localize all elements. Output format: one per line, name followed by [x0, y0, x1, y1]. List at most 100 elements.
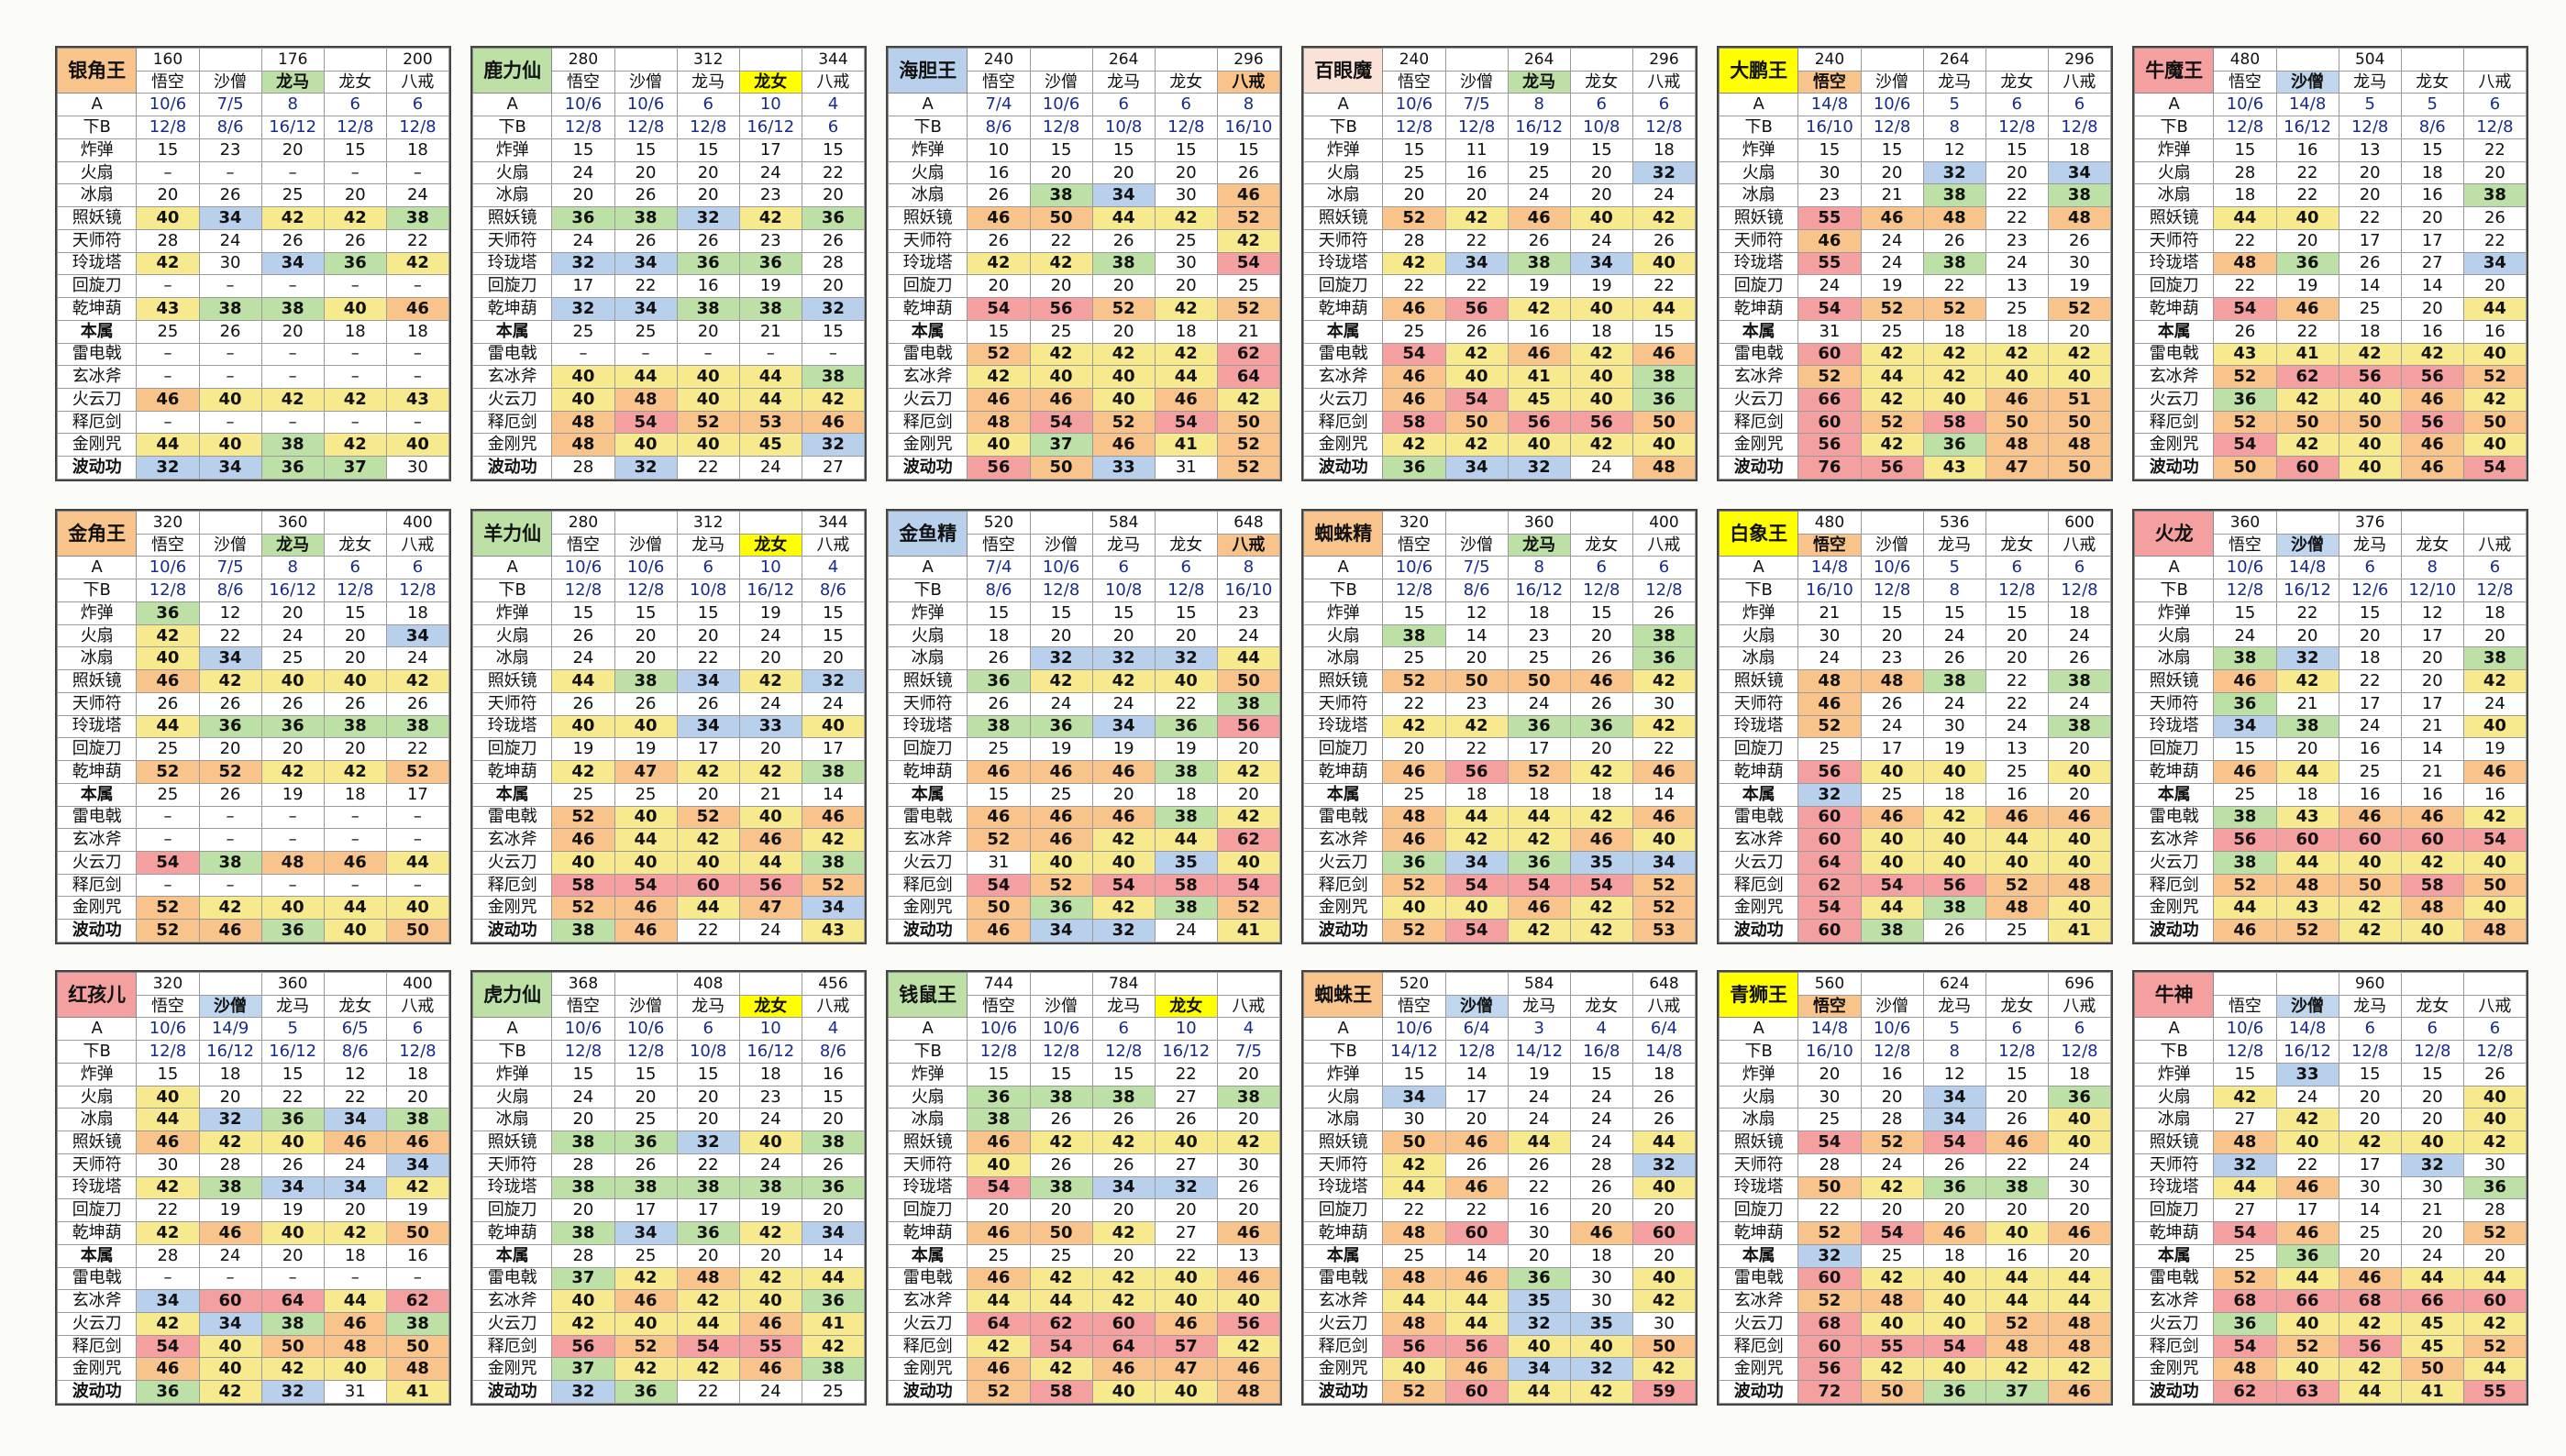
- row-label: 炸弹: [887, 138, 968, 162]
- damage-cell: 34: [323, 1175, 387, 1200]
- damage-cell: 34: [1029, 919, 1093, 943]
- row-label: 雷电戟: [1718, 1266, 1799, 1291]
- damage-cell: 20: [2462, 1243, 2527, 1268]
- damage-cell: –: [738, 342, 802, 367]
- row-label: 下B: [1718, 116, 1799, 139]
- damage-cell: 40: [2338, 456, 2402, 480]
- damage-cell: 42: [1569, 919, 1633, 943]
- damage-cell: 60: [2275, 828, 2339, 853]
- damage-cell: 46: [1507, 206, 1571, 230]
- damage-cell: 60: [1797, 342, 1862, 367]
- hp-value: [1860, 972, 1924, 996]
- damage-cell: 18: [2047, 1062, 2112, 1086]
- damage-cell: 20: [2400, 669, 2464, 693]
- row-label: 乾坤葫: [56, 297, 138, 321]
- damage-cell: –: [323, 160, 387, 185]
- damage-cell: 20: [2047, 319, 2112, 344]
- row-label: 火扇: [1718, 160, 1799, 185]
- damage-cell: 50: [1444, 669, 1509, 693]
- damage-cell: 42: [1507, 297, 1571, 321]
- row-label: 金刚咒: [887, 433, 968, 458]
- row-label: 本属: [887, 782, 968, 807]
- damage-cell: 22: [614, 274, 678, 299]
- damage-cell: 12/8: [1860, 1040, 1924, 1064]
- damage-cell: –: [260, 873, 325, 898]
- damage-cell: 44: [738, 388, 802, 412]
- hp-value: 264: [1922, 48, 1986, 72]
- damage-cell: 38: [551, 1221, 615, 1245]
- damage-cell: 15: [551, 1062, 615, 1086]
- damage-cell: 42: [2462, 669, 2527, 693]
- damage-cell: 20: [1091, 319, 1156, 344]
- damage-cell: 7/5: [198, 556, 262, 580]
- hp-value: [738, 972, 802, 996]
- damage-cell: 22: [1985, 206, 2049, 230]
- damage-cell: 46: [2213, 919, 2277, 943]
- hp-value: 480: [1797, 511, 1862, 535]
- damage-cell: 26: [198, 183, 262, 208]
- damage-cell: 62: [1797, 873, 1862, 898]
- damage-cell: 22: [1631, 274, 1697, 299]
- row-label: 释厄剑: [471, 410, 553, 435]
- damage-cell: 20: [2338, 183, 2402, 208]
- damage-cell: 12: [1444, 601, 1509, 625]
- damage-cell: 40: [2047, 828, 2112, 853]
- damage-cell: 40: [2462, 1085, 2527, 1109]
- damage-cell: 14/8: [1631, 1040, 1697, 1064]
- damage-cell: 52: [1029, 873, 1093, 898]
- damage-cell: 60: [1444, 1221, 1509, 1245]
- damage-cell: 48: [1985, 433, 2049, 458]
- damage-cell: 17: [2400, 623, 2464, 648]
- damage-cell: 44: [2275, 851, 2339, 875]
- damage-cell: 42: [2338, 1312, 2402, 1336]
- damage-cell: 25: [136, 737, 200, 762]
- damage-cell: 6: [2047, 1017, 2112, 1042]
- damage-cell: 22: [2275, 1153, 2339, 1177]
- damage-cell: 36: [551, 206, 615, 230]
- hp-value: [1029, 511, 1093, 535]
- damage-cell: 38: [260, 1312, 325, 1336]
- row-label: 照妖镜: [1718, 1131, 1799, 1154]
- damage-cell: 66: [2275, 1289, 2339, 1314]
- boss-table: 火龙 360 376 悟空 沙僧 龙马 龙女 八戒 A 10/6 14/8 6 8 6 下B 12/8 16/1…: [2132, 509, 2528, 944]
- damage-cell: 55: [1797, 206, 1862, 230]
- damage-cell: 19: [614, 737, 678, 762]
- row-label: 玲珑塔: [1718, 1175, 1799, 1200]
- hp-value: 584: [1091, 511, 1156, 535]
- damage-cell: 20: [260, 601, 325, 625]
- damage-cell: 8: [1507, 556, 1571, 580]
- damage-cell: 26: [323, 228, 387, 253]
- player-header: 悟空: [1797, 70, 1862, 94]
- row-label: 玄冰斧: [2133, 1289, 2215, 1314]
- damage-cell: 54: [1029, 1334, 1093, 1359]
- damage-cell: 20: [2338, 1243, 2402, 1268]
- row-label: 照妖镜: [887, 669, 968, 693]
- damage-cell: 17: [2275, 1198, 2339, 1223]
- row-label: 冰扇: [1302, 1108, 1384, 1132]
- damage-cell: –: [323, 873, 387, 898]
- damage-cell: 42: [198, 1131, 262, 1154]
- row-label: 火云刀: [1718, 388, 1799, 412]
- row-label: 照妖镜: [1302, 1131, 1384, 1154]
- damage-cell: 20: [260, 138, 325, 162]
- damage-cell: 16/12: [260, 116, 325, 139]
- damage-cell: 26: [2462, 206, 2527, 230]
- damage-cell: 6: [2047, 556, 2112, 580]
- damage-cell: 62: [1216, 342, 1281, 367]
- damage-cell: 18: [1569, 782, 1633, 807]
- damage-cell: 42: [1860, 1175, 1924, 1200]
- player-header: 沙僧: [1860, 70, 1924, 94]
- damage-cell: 31: [1154, 456, 1218, 480]
- damage-cell: 24: [2338, 714, 2402, 739]
- player-header: 龙女: [1569, 533, 1633, 557]
- damage-cell: 42: [2275, 669, 2339, 693]
- damage-cell: 3: [1507, 1017, 1571, 1042]
- damage-cell: 38: [1922, 896, 1986, 921]
- damage-cell: 20: [2400, 206, 2464, 230]
- damage-cell: 24: [1985, 251, 2049, 276]
- row-label: A: [2133, 1017, 2215, 1042]
- boss-name: 虎力仙: [471, 971, 553, 1019]
- damage-cell: 15: [1631, 319, 1697, 344]
- damage-cell: 25: [1154, 228, 1218, 253]
- damage-cell: 42: [2213, 1085, 2277, 1109]
